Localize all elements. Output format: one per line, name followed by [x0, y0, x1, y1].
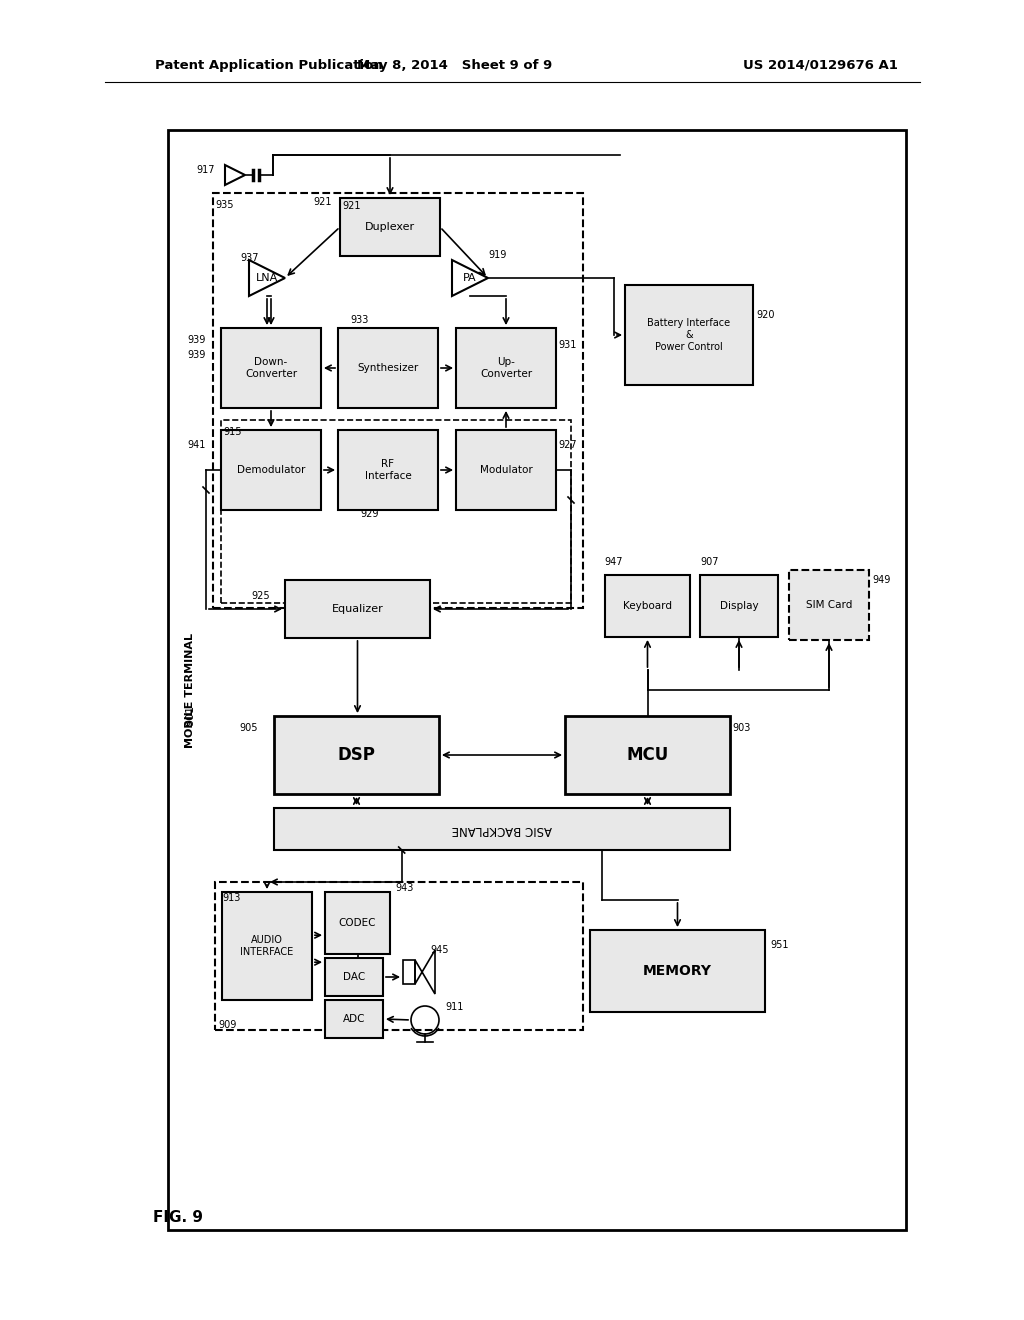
- Text: Patent Application Publication: Patent Application Publication: [155, 58, 383, 71]
- Bar: [221, 420, 571, 603]
- Text: 941: 941: [187, 440, 206, 450]
- Bar: [325, 958, 383, 997]
- Text: Down-
Converter: Down- Converter: [245, 358, 297, 379]
- Text: ADC: ADC: [343, 1014, 366, 1024]
- Text: 935: 935: [215, 201, 233, 210]
- Bar: [605, 576, 690, 638]
- Text: Keyboard: Keyboard: [623, 601, 672, 611]
- Bar: [625, 285, 753, 385]
- Bar: [790, 570, 869, 640]
- Text: May 8, 2014   Sheet 9 of 9: May 8, 2014 Sheet 9 of 9: [357, 58, 553, 71]
- Text: 933: 933: [350, 315, 369, 325]
- Bar: [456, 327, 556, 408]
- Text: US 2014/0129676 A1: US 2014/0129676 A1: [742, 58, 897, 71]
- Text: 949: 949: [872, 576, 891, 585]
- Text: 905: 905: [240, 723, 258, 733]
- Text: 939: 939: [187, 335, 206, 345]
- Text: 927: 927: [558, 440, 577, 450]
- Text: 911: 911: [445, 1002, 464, 1012]
- Bar: [565, 715, 730, 795]
- Bar: [168, 129, 906, 1230]
- Text: 929: 929: [360, 510, 379, 519]
- Text: 947: 947: [604, 557, 623, 568]
- Text: Display: Display: [720, 601, 759, 611]
- Bar: [325, 892, 390, 954]
- Text: 909: 909: [218, 1020, 237, 1030]
- Bar: [456, 430, 556, 510]
- Text: 943: 943: [395, 883, 414, 894]
- Text: 931: 931: [558, 341, 577, 350]
- Text: 901: 901: [185, 705, 195, 726]
- Text: 921: 921: [342, 201, 360, 211]
- Text: ASIC BACKPLANE: ASIC BACKPLANE: [452, 822, 552, 836]
- Text: DSP: DSP: [338, 746, 376, 764]
- Text: 945: 945: [430, 945, 449, 954]
- Text: 917: 917: [197, 165, 215, 176]
- Text: 920: 920: [756, 310, 774, 319]
- Text: 907: 907: [700, 557, 719, 568]
- Text: LNA: LNA: [256, 273, 279, 282]
- Bar: [221, 430, 321, 510]
- Text: RF
Interface: RF Interface: [365, 459, 412, 480]
- Text: 921: 921: [313, 197, 332, 207]
- Text: Equalizer: Equalizer: [332, 605, 383, 614]
- Text: Demodulator: Demodulator: [237, 465, 305, 475]
- Bar: [325, 1001, 383, 1038]
- Bar: [590, 931, 765, 1012]
- Text: SIM Card: SIM Card: [806, 601, 852, 610]
- Bar: [338, 327, 438, 408]
- Bar: [213, 193, 583, 609]
- Text: Battery Interface
&
Power Control: Battery Interface & Power Control: [647, 318, 730, 351]
- Bar: [274, 715, 439, 795]
- Bar: [340, 198, 440, 256]
- Text: MEMORY: MEMORY: [643, 964, 712, 978]
- Text: MCU: MCU: [627, 746, 669, 764]
- Bar: [338, 430, 438, 510]
- Text: 937: 937: [240, 253, 258, 263]
- Text: 913: 913: [222, 894, 241, 903]
- Text: Modulator: Modulator: [479, 465, 532, 475]
- Bar: [285, 579, 430, 638]
- Text: FIG. 9: FIG. 9: [153, 1210, 203, 1225]
- Text: 919: 919: [488, 249, 507, 260]
- Text: 925: 925: [251, 591, 270, 601]
- Text: MOBILE TERMINAL: MOBILE TERMINAL: [185, 632, 195, 747]
- Bar: [221, 327, 321, 408]
- Text: CODEC: CODEC: [339, 917, 376, 928]
- Bar: [215, 882, 583, 1030]
- Text: 951: 951: [770, 940, 788, 950]
- Text: Up-
Converter: Up- Converter: [480, 358, 532, 379]
- Bar: [700, 576, 778, 638]
- Text: 903: 903: [732, 723, 751, 733]
- Text: AUDIO
INTERFACE: AUDIO INTERFACE: [241, 935, 294, 957]
- Text: Duplexer: Duplexer: [365, 222, 415, 232]
- Bar: [274, 808, 730, 850]
- Text: 915: 915: [223, 426, 242, 437]
- Text: 939: 939: [187, 350, 206, 360]
- Text: Synthesizer: Synthesizer: [357, 363, 419, 374]
- Text: PA: PA: [463, 273, 477, 282]
- Bar: [222, 892, 312, 1001]
- Text: DAC: DAC: [343, 972, 366, 982]
- Bar: [403, 960, 415, 983]
